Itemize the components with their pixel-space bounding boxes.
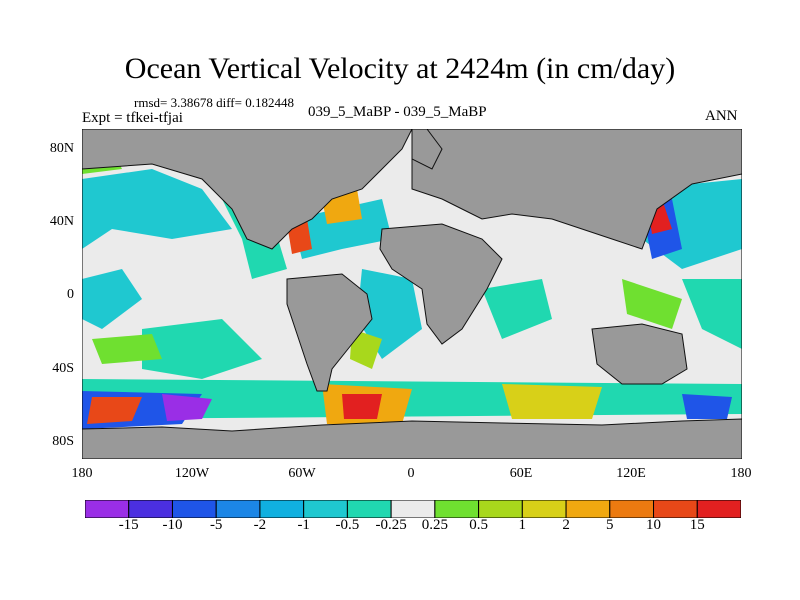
colorbar-swatch bbox=[434, 500, 480, 518]
colorbar-swatch bbox=[565, 500, 611, 518]
colorbar-swatch bbox=[390, 500, 436, 518]
colorbar-label: 0.5 bbox=[469, 517, 488, 533]
season-label: ANN bbox=[705, 108, 738, 124]
colorbar-label: -2 bbox=[253, 517, 267, 533]
velocity-patches bbox=[82, 149, 742, 429]
colorbar-swatch bbox=[85, 500, 130, 518]
map-subtitle: 039_5_MaBP - 039_5_MaBP bbox=[308, 104, 487, 120]
colorbar-label: 2 bbox=[562, 517, 570, 533]
colorbar-label: 10 bbox=[646, 517, 661, 533]
colorbar-label: 0.25 bbox=[421, 517, 449, 533]
colorbar-swatch bbox=[609, 500, 655, 518]
ocean-velocity-map bbox=[82, 129, 742, 459]
colorbar-swatch bbox=[346, 500, 392, 518]
colorbar bbox=[85, 500, 741, 518]
colorbar-swatch bbox=[128, 500, 173, 518]
lat-tick-0: 0 bbox=[67, 287, 74, 302]
colorbar-label: -1 bbox=[297, 517, 310, 533]
colorbar-swatch bbox=[696, 500, 741, 518]
experiment-label: Expt = tfkei-tfjai bbox=[82, 110, 183, 126]
lon-tick-120e: 120E bbox=[616, 466, 646, 481]
lat-tick-80s: 80S bbox=[52, 434, 74, 449]
lat-tick-80n: 80N bbox=[49, 141, 74, 156]
colorbar-label: -0.5 bbox=[335, 517, 360, 533]
lon-tick-0: 0 bbox=[407, 466, 415, 481]
lon-tick-120w: 120W bbox=[174, 466, 210, 481]
map-title: Ocean Vertical Velocity at 2424m (in cm/… bbox=[124, 52, 676, 85]
colorbar-label: 15 bbox=[689, 517, 705, 533]
colorbar-label: -0.25 bbox=[375, 517, 407, 533]
colorbar-swatch bbox=[478, 500, 523, 518]
lon-tick-180w: 180 bbox=[71, 466, 93, 481]
stats-text: rmsd= 3.38678 diff= 0.182448 bbox=[134, 95, 294, 110]
colorbar-swatch bbox=[171, 500, 217, 518]
colorbar-label: -10 bbox=[162, 517, 183, 533]
lon-tick-180e: 180 bbox=[730, 466, 752, 481]
lat-tick-40n: 40N bbox=[49, 214, 74, 229]
colorbar-label: 5 bbox=[606, 517, 614, 533]
colorbar-swatch bbox=[259, 500, 305, 518]
colorbar-swatch bbox=[521, 500, 567, 518]
lon-tick-60w: 60W bbox=[288, 466, 316, 481]
colorbar-label: -15 bbox=[118, 517, 139, 533]
lon-tick-60e: 60E bbox=[509, 466, 533, 481]
land-masses bbox=[82, 129, 742, 459]
colorbar-label: -5 bbox=[209, 517, 223, 533]
colorbar-swatch bbox=[303, 500, 348, 518]
colorbar-label: 1 bbox=[518, 517, 527, 533]
colorbar-swatch bbox=[653, 500, 698, 518]
lat-tick-40s: 40S bbox=[52, 361, 74, 376]
colorbar-swatch bbox=[215, 500, 261, 518]
